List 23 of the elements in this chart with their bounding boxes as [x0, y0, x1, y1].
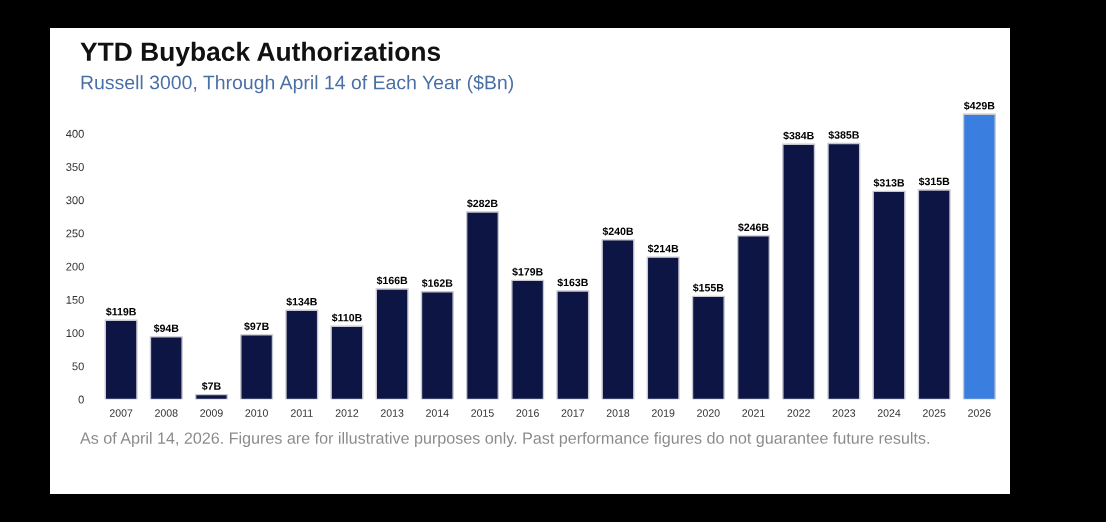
bar	[962, 113, 996, 400]
bar	[736, 235, 771, 400]
bar	[240, 334, 274, 400]
bar	[556, 290, 590, 400]
bar	[465, 211, 499, 400]
bar	[104, 319, 138, 400]
bar	[646, 256, 680, 400]
bar	[330, 325, 364, 400]
bar	[691, 295, 725, 400]
bar	[285, 309, 319, 400]
bar	[194, 393, 228, 400]
bar	[511, 279, 545, 400]
bar	[872, 190, 906, 400]
bar	[917, 189, 951, 400]
bar	[375, 288, 409, 400]
bar	[149, 336, 183, 400]
bar	[782, 143, 816, 400]
text: As of April 14, 2026. Figures are for illustrative purposes only. Past performance figures do not guarantee future results.	[80, 432, 929, 448]
chart-subtitle: Russell 3000, Through April 14 of Each Year ($Bn)	[81, 74, 514, 94]
bar	[420, 291, 454, 400]
bar	[601, 239, 635, 400]
bar	[827, 142, 861, 400]
chart-title: YTD Buyback Authorizations	[80, 41, 441, 67]
